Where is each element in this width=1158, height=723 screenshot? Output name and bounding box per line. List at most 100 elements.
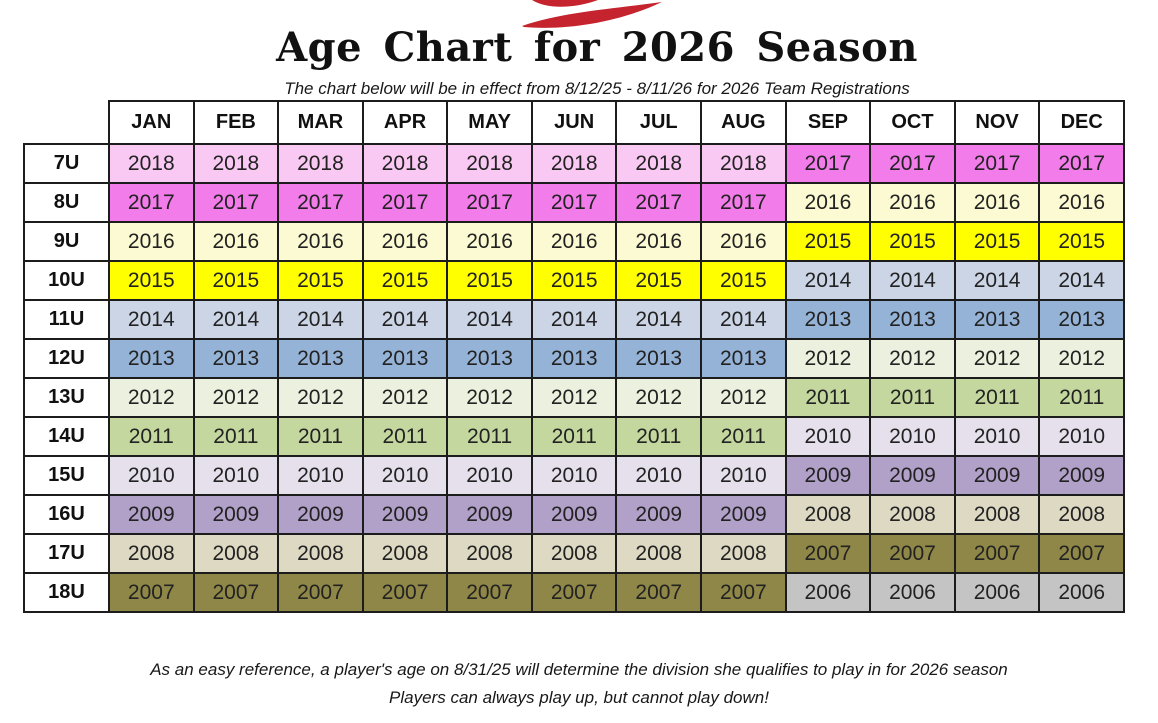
year-cell: 2013: [192, 338, 280, 379]
year-cell: 2014: [953, 260, 1041, 301]
year-cell: 2017: [784, 143, 872, 184]
year-cell: 2012: [277, 377, 364, 418]
year-cell: 2010: [953, 416, 1041, 457]
header-row: JAN FEB MAR APR MAY JUN JUL AUG SEP OCT NOV DEC: [24, 100, 1125, 145]
year-cell: 2016: [615, 221, 703, 262]
year-cell: 2011: [361, 416, 449, 457]
year-cell: 2018: [615, 143, 703, 184]
year-cell: 2007: [361, 572, 449, 613]
month-header-cell: FEB: [192, 100, 280, 145]
year-cell: 2018: [700, 143, 787, 184]
year-cell: 2011: [192, 416, 280, 457]
year-cell: 2010: [869, 416, 956, 457]
year-cell: 2017: [1038, 143, 1125, 184]
table-body: 7U 2018 2018 2018 2018 2018 2018 2018 2018 2017 20…: [23, 143, 1125, 613]
year-cell: 2008: [277, 533, 364, 574]
year-cell: 2011: [277, 416, 364, 457]
table-row: 13U 2012 2012 2012 2012 2012 2012 2012 2012 2011 2…: [23, 377, 1125, 418]
year-cell: 2012: [192, 377, 280, 418]
year-cell: 2009: [277, 494, 364, 535]
year-cell: 2018: [192, 143, 280, 184]
page-subtitle: The chart below will be in effect from 8…: [284, 79, 910, 98]
year-cell: 2008: [530, 533, 618, 574]
table-row: 17U 2008 2008 2008 2008 2008 2008 2008 2008 2007 2…: [23, 533, 1125, 574]
year-cell: 2015: [530, 260, 618, 301]
year-cell: 2014: [615, 299, 703, 340]
year-cell: 2012: [361, 377, 449, 418]
year-cell: 2008: [953, 494, 1041, 535]
year-cell: 2007: [615, 572, 703, 613]
year-cell: 2015: [953, 221, 1041, 262]
year-cell: 2013: [700, 338, 787, 379]
corner-cell: [24, 101, 109, 144]
year-cell: 2010: [615, 455, 703, 496]
year-cell: 2017: [615, 182, 703, 223]
year-cell: 2010: [530, 455, 618, 496]
year-cell: 2015: [1038, 221, 1125, 262]
year-cell: 2017: [277, 182, 364, 223]
year-cell: 2014: [277, 299, 364, 340]
year-cell: 2015: [869, 221, 956, 262]
year-cell: 2009: [953, 455, 1041, 496]
year-cell: 2016: [869, 182, 956, 223]
year-cell: 2007: [446, 572, 533, 613]
table-row: 12U 2013 2013 2013 2013 2013 2013 2013 2013 2012 2…: [23, 338, 1125, 379]
year-cell: 2009: [1038, 455, 1125, 496]
year-cell: 2018: [108, 143, 195, 184]
year-cell: 2010: [784, 416, 872, 457]
year-cell: 2006: [784, 572, 872, 613]
year-cell: 2016: [953, 182, 1041, 223]
division-label-cell: 11U: [23, 299, 110, 340]
year-cell: 2018: [361, 143, 449, 184]
footer-line-1: As an easy reference, a player's age on …: [150, 660, 1008, 679]
year-cell: 2015: [108, 260, 195, 301]
division-label-cell: 7U: [23, 143, 110, 184]
year-cell: 2007: [953, 533, 1041, 574]
year-cell: 2010: [277, 455, 364, 496]
year-cell: 2008: [1038, 494, 1125, 535]
table-row: 7U 2018 2018 2018 2018 2018 2018 2018 2018 2017 20…: [23, 143, 1125, 184]
year-cell: 2013: [446, 338, 533, 379]
year-cell: 2013: [615, 338, 703, 379]
year-cell: 2011: [615, 416, 703, 457]
year-cell: 2017: [192, 182, 280, 223]
division-label-cell: 18U: [23, 572, 110, 613]
year-cell: 2014: [361, 299, 449, 340]
year-cell: 2008: [446, 533, 533, 574]
year-cell: 2015: [700, 260, 787, 301]
month-header-cell: OCT: [869, 100, 956, 145]
year-cell: 2007: [108, 572, 195, 613]
footer-line-2: Players can always play up, but cannot p…: [389, 688, 769, 707]
year-cell: 2017: [869, 143, 956, 184]
year-cell: 2009: [192, 494, 280, 535]
year-cell: 2014: [1038, 260, 1125, 301]
year-cell: 2012: [108, 377, 195, 418]
year-cell: 2008: [192, 533, 280, 574]
table-row: 8U 2017 2017 2017 2017 2017 2017 2017 2017 2016 20…: [23, 182, 1125, 223]
year-cell: 2018: [277, 143, 364, 184]
year-cell: 2009: [530, 494, 618, 535]
year-cell: 2008: [784, 494, 872, 535]
table-header: JAN FEB MAR APR MAY JUN JUL AUG SEP OCT NOV DEC: [24, 100, 1125, 145]
year-cell: 2011: [784, 377, 872, 418]
year-cell: 2010: [700, 455, 787, 496]
month-header-cell: JAN: [108, 100, 195, 145]
year-cell: 2008: [869, 494, 956, 535]
table-row: 14U 2011 2011 2011 2011 2011 2011 2011 2011 2010 2…: [23, 416, 1125, 457]
year-cell: 2011: [869, 377, 956, 418]
year-cell: 2016: [446, 221, 533, 262]
year-cell: 2013: [108, 338, 195, 379]
year-cell: 2013: [1038, 299, 1125, 340]
year-cell: 2008: [361, 533, 449, 574]
year-cell: 2009: [615, 494, 703, 535]
year-cell: 2010: [361, 455, 449, 496]
year-cell: 2007: [784, 533, 872, 574]
year-cell: 2013: [784, 299, 872, 340]
year-cell: 2016: [784, 182, 872, 223]
year-cell: 2007: [700, 572, 787, 613]
table-row: 16U 2009 2009 2009 2009 2009 2009 2009 2009 2008 2…: [23, 494, 1125, 535]
red-flag-swoosh-graphic: [522, 0, 662, 28]
division-label-cell: 17U: [23, 533, 110, 574]
year-cell: 2016: [530, 221, 618, 262]
